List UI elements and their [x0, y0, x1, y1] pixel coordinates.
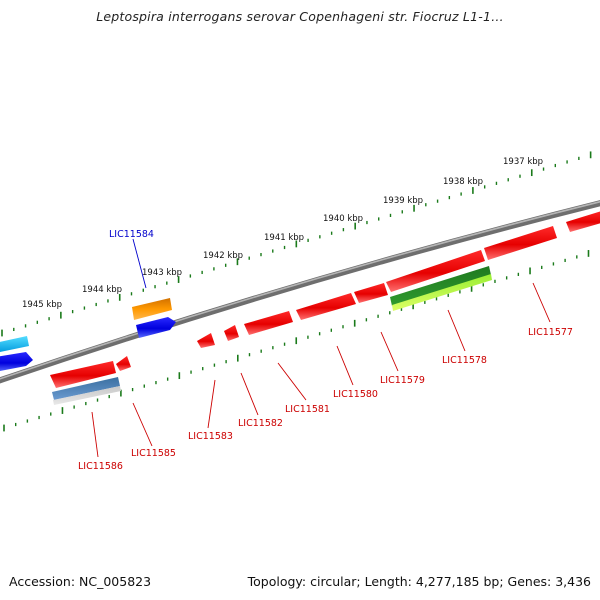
gene-lic11578[interactable] [386, 250, 485, 292]
gene-lic11580[interactable] [296, 293, 356, 320]
gene-label-lic11580[interactable]: LIC11580 [333, 389, 378, 400]
gene-blue-left[interactable] [0, 352, 33, 372]
leader-lic11586 [91, 411, 99, 458]
scale-label-1943: 1943 kbp [142, 268, 182, 278]
scale-labels: 1937 kbp 1938 kbp 1939 kbp 1940 kbp 1941… [22, 157, 543, 310]
scale-label-1938: 1938 kbp [443, 177, 483, 187]
lower-tick-ruler [3, 250, 590, 432]
leader-lic11582 [240, 372, 259, 416]
map-title: Leptospira interrogans serovar Copenhage… [96, 9, 504, 24]
gene-lic11577[interactable] [484, 226, 557, 260]
gene-grey-bar[interactable] [53, 386, 121, 405]
gene-orange[interactable] [132, 298, 172, 320]
gene-lic11585[interactable] [116, 356, 131, 371]
leader-lic11577 [532, 282, 551, 323]
gene-lic11581[interactable] [244, 311, 293, 335]
gene-lime-bar[interactable] [392, 274, 492, 311]
leader-lic11583 [207, 379, 216, 429]
gene-label-lic11578[interactable]: LIC11578 [442, 355, 487, 366]
leader-lic11578 [447, 309, 466, 352]
upper-tick-ruler [1, 151, 592, 337]
scale-label-1945: 1945 kbp [22, 300, 62, 310]
gene-red-right[interactable] [566, 210, 600, 232]
scale-label-1941: 1941 kbp [264, 233, 304, 243]
gene-leader-lines [91, 238, 551, 458]
scale-label-1937: 1937 kbp [503, 157, 543, 167]
gene-label-lic11584[interactable]: LIC11584 [109, 229, 154, 240]
leader-lic11580 [336, 345, 354, 386]
gene-lic11582[interactable] [224, 325, 239, 341]
gene-label-lic11579[interactable]: LIC11579 [380, 375, 425, 386]
leader-lic11581 [277, 362, 307, 401]
accession-label: Accession: NC_005823 [9, 574, 152, 589]
minus-strand-genes [50, 210, 600, 405]
gene-label-lic11581[interactable]: LIC11581 [285, 404, 330, 415]
gene-label-lic11586[interactable]: LIC11586 [78, 461, 123, 472]
scale-label-1940: 1940 kbp [323, 214, 363, 224]
leader-lic11585 [132, 402, 153, 447]
gene-label-lic11583[interactable]: LIC11583 [188, 431, 233, 442]
gene-labels: LIC11584 LIC11586 LIC11585 LIC11583 LIC1… [78, 229, 573, 472]
gene-label-lic11577[interactable]: LIC11577 [528, 327, 573, 338]
gene-lic11586[interactable] [50, 361, 116, 388]
gene-lic11584-arrow[interactable] [136, 317, 176, 338]
scale-label-1939: 1939 kbp [383, 196, 423, 206]
gene-green-bar[interactable] [390, 266, 491, 306]
gene-steel-bar[interactable] [52, 377, 120, 400]
gene-cyan-left[interactable] [0, 336, 29, 353]
leader-lic11584 [132, 238, 147, 289]
genome-backbone-highlight [0, 200, 600, 380]
gene-label-lic11582[interactable]: LIC11582 [238, 418, 283, 429]
plus-strand-genes [0, 298, 176, 372]
gene-label-lic11585[interactable]: LIC11585 [131, 448, 176, 459]
scale-label-1942: 1942 kbp [203, 251, 243, 261]
topology-label: Topology: circular; Length: 4,277,185 bp… [247, 574, 591, 589]
scale-label-1944: 1944 kbp [82, 285, 122, 295]
gene-lic11583[interactable] [197, 333, 215, 348]
gene-lic11579[interactable] [354, 283, 388, 303]
leader-lic11579 [380, 331, 399, 372]
genome-backbone [0, 200, 600, 384]
